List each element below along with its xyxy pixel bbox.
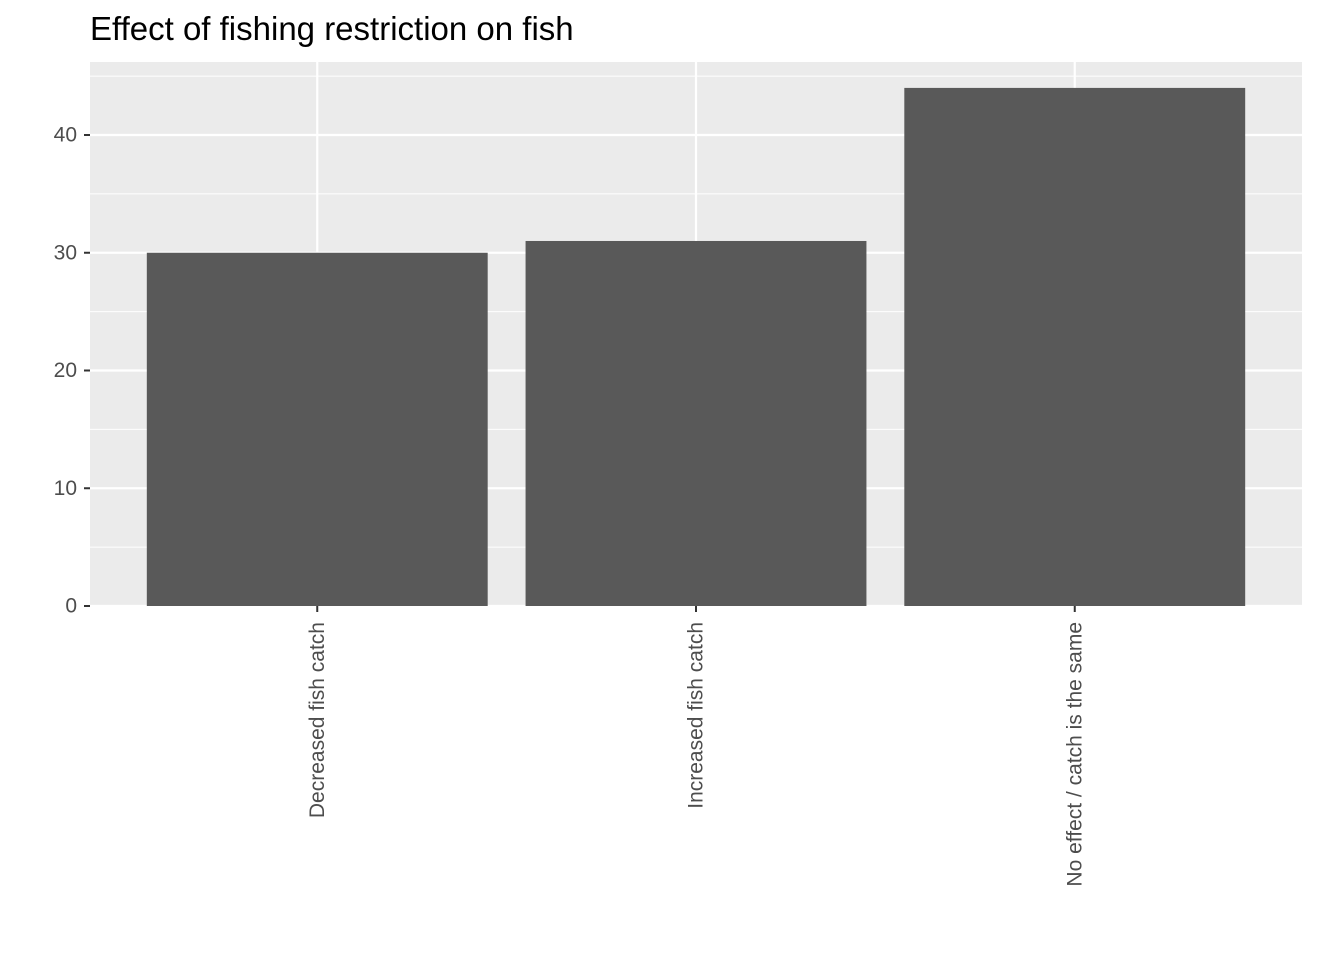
y-axis: 0 10 20 30 40 — [54, 124, 90, 618]
x-tick-label: Decreased fish catch — [306, 622, 329, 818]
x-axis: Decreased fish catch Increased fish catch… — [306, 606, 1086, 887]
x-tick-label: Increased fish catch — [685, 622, 708, 809]
bars — [146, 87, 1246, 607]
y-tick-label: 10 — [54, 477, 77, 500]
y-tick-label: 0 — [65, 595, 77, 618]
chart-title: Effect of fishing restriction on fish — [90, 10, 574, 47]
y-tick-label: 30 — [54, 241, 77, 264]
y-tick-label: 20 — [54, 359, 77, 382]
x-tick-label: No effect / catch is the same — [1063, 622, 1086, 887]
bar — [525, 240, 867, 607]
y-tick-label: 40 — [54, 124, 77, 147]
bar — [904, 87, 1246, 606]
bar — [146, 252, 488, 607]
